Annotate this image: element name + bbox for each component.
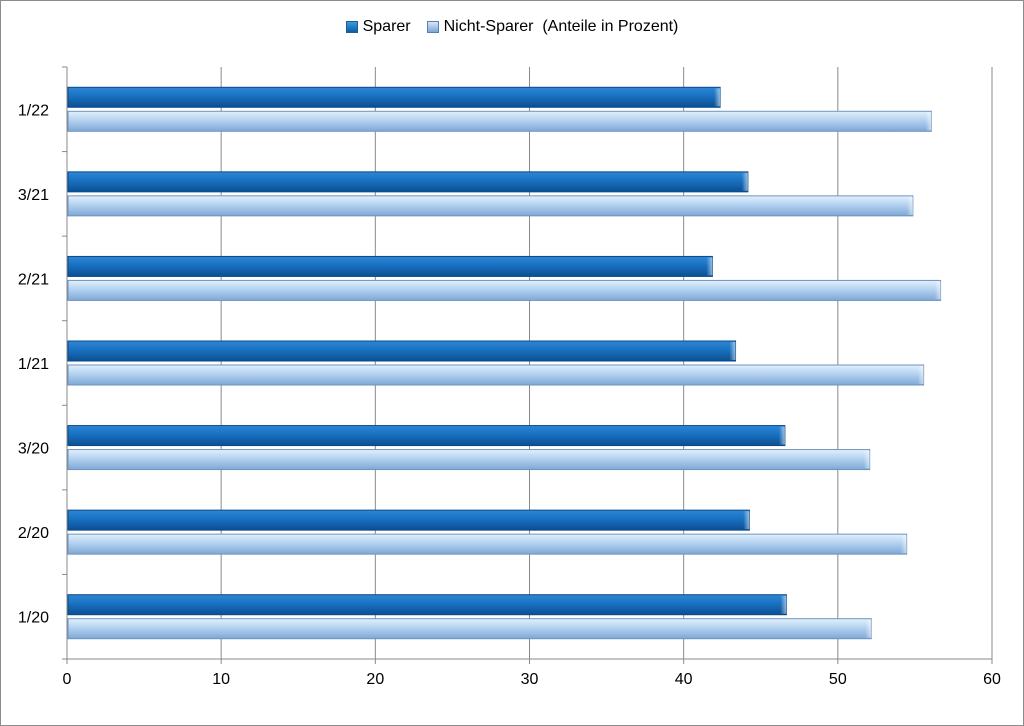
axes	[62, 66, 993, 664]
bar-end-cap	[741, 172, 748, 191]
x-tick-label: 40	[675, 671, 693, 688]
x-tick-label: 30	[521, 671, 539, 688]
bar-end-cap	[863, 450, 870, 469]
bar-end-cap	[780, 595, 787, 614]
bar-nicht-sparer	[67, 364, 925, 386]
bar-nicht-sparer	[67, 110, 932, 132]
bar-nicht-sparer	[67, 533, 908, 555]
gridlines	[220, 67, 993, 659]
y-tick-label: 2/21	[18, 271, 49, 288]
y-tick-label: 1/21	[18, 356, 49, 373]
x-tick-label: 0	[63, 671, 72, 688]
chart-legend: Sparer Nicht-Sparer (Anteile in Prozent)	[0, 18, 1024, 36]
bar-nicht-sparer	[67, 195, 914, 217]
bar-sparer	[67, 86, 721, 108]
tick-labels: 0 10 20 30 40 50 60 1/20 2/20 3/20 1/21 2/21 3/21 1/2…	[18, 102, 1001, 688]
bar-end-cap	[729, 342, 736, 360]
legend-swatch-sparer	[345, 21, 358, 33]
bar-end-cap	[900, 535, 907, 554]
legend-label-nicht-sparer: Nicht-Sparer (Anteile in Prozent)	[443, 18, 679, 35]
bar-end-cap	[865, 619, 872, 638]
bar-sparer	[67, 340, 737, 362]
bar-sparer	[67, 171, 749, 193]
bar-end-cap	[778, 426, 785, 445]
bar-end-cap	[917, 366, 924, 384]
bar-nicht-sparer	[67, 449, 871, 471]
bar-nicht-sparer	[67, 618, 872, 640]
bar-end-cap	[934, 281, 941, 300]
y-tick-label: 1/20	[18, 610, 49, 627]
bar-sparer	[67, 594, 787, 616]
y-tick-label: 1/22	[18, 102, 49, 119]
bar-end-cap	[714, 88, 721, 107]
bar-sparer	[67, 509, 750, 531]
bar-end-cap	[743, 511, 750, 530]
legend-item-nicht-sparer: Nicht-Sparer (Anteile in Prozent)	[426, 18, 679, 36]
y-tick-label: 2/20	[18, 525, 49, 542]
bar-end-cap	[706, 257, 713, 276]
bar-nicht-sparer	[67, 279, 942, 301]
x-tick-label: 50	[829, 671, 847, 688]
y-tick-label: 3/20	[18, 441, 49, 458]
bar-sparer	[67, 425, 786, 447]
bar-end-cap	[906, 196, 913, 215]
bar-end-cap	[925, 112, 932, 131]
legend-label-sparer: Sparer	[362, 18, 411, 35]
legend-item-sparer: Sparer	[345, 18, 411, 36]
x-tick-label: 60	[983, 671, 1001, 688]
x-tick-label: 20	[366, 671, 384, 688]
bar-sparer	[67, 255, 713, 277]
y-tick-label: 3/21	[18, 187, 49, 204]
x-tick-label: 10	[212, 671, 230, 688]
bars	[67, 86, 942, 640]
legend-swatch-nicht-sparer	[426, 21, 439, 33]
